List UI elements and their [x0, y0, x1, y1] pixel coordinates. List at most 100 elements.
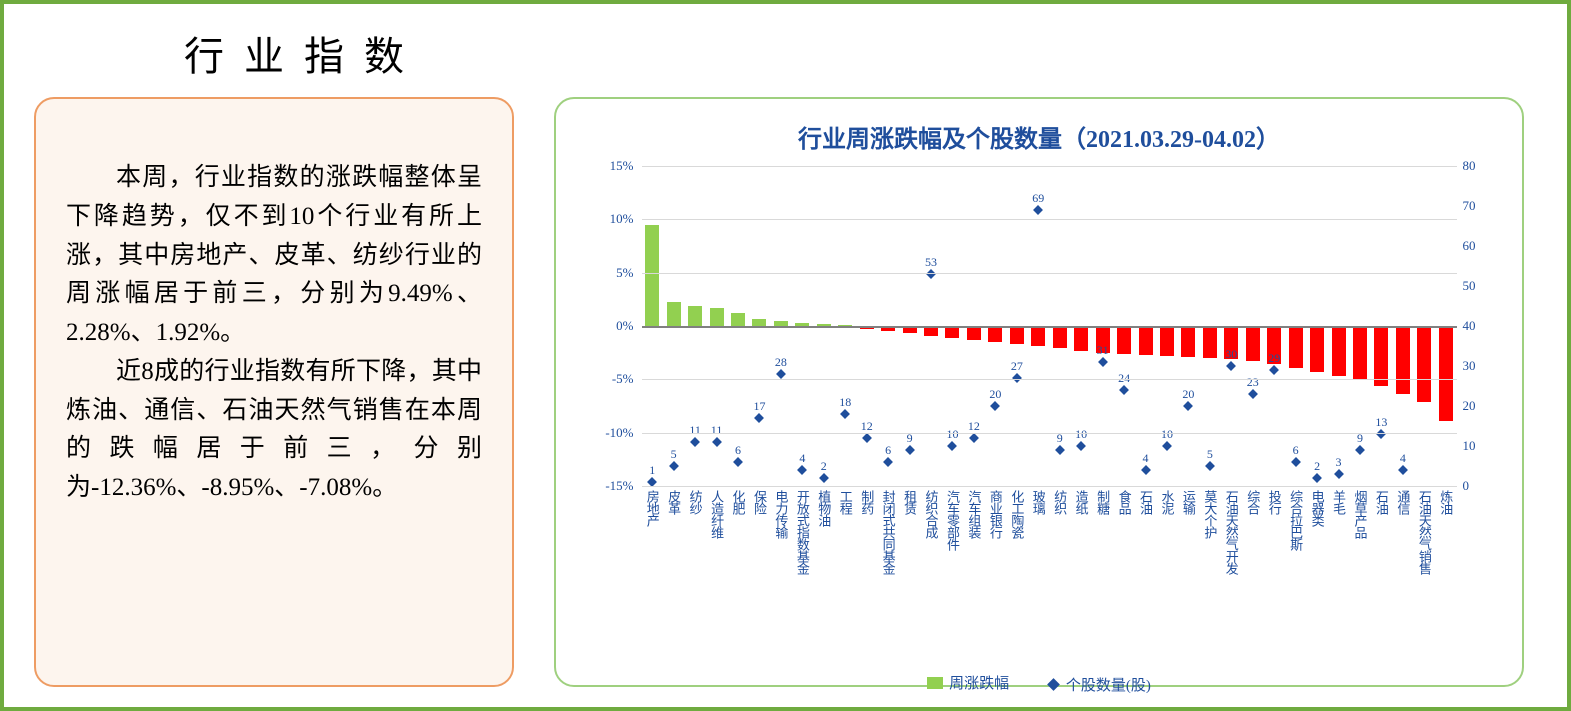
gridline	[642, 379, 1457, 380]
y-left-tick: 0%	[616, 318, 633, 334]
x-category-label: 通信	[1396, 490, 1409, 514]
scatter-marker	[1334, 469, 1344, 479]
scatter-marker	[1312, 473, 1322, 483]
scatter-marker	[733, 457, 743, 467]
marker-label: 17	[753, 399, 765, 414]
scatter-marker	[990, 401, 1000, 411]
scatter-marker	[797, 465, 807, 475]
marker-label: 4	[799, 451, 805, 466]
legend-label-bars: 周涨跌幅	[949, 672, 1009, 693]
marker-label: 11	[689, 423, 701, 438]
scatter-marker	[1055, 445, 1065, 455]
x-category-label: 玻璃	[1032, 490, 1045, 514]
bar	[667, 302, 681, 326]
y-right-tick: 80	[1463, 158, 1476, 174]
x-category-label: 炼油	[1439, 490, 1452, 514]
x-axis-labels: 房地产皮革纺纱人造纤维化肥保险电力传输开放式指数基金植物油工程制药封闭式共同基金…	[587, 490, 1492, 670]
marker-label: 4	[1400, 451, 1406, 466]
y-right-tick: 30	[1463, 358, 1476, 374]
bar	[1439, 326, 1453, 421]
scatter-marker	[1291, 457, 1301, 467]
y-axis-right: 01020304050607080	[1457, 166, 1492, 486]
x-category-label: 纺纱	[689, 490, 702, 514]
x-category-label: 烟草产品	[1353, 490, 1366, 538]
bar	[1310, 326, 1324, 372]
bar	[1010, 326, 1024, 344]
bar	[967, 326, 981, 340]
scatter-marker	[755, 413, 765, 423]
paragraph-1: 本周，行业指数的涨跌幅整体呈下降趋势，仅不到10个行业有所上涨，其中房地产、皮革…	[66, 159, 482, 353]
marker-label: 10	[1161, 427, 1173, 442]
marker-label: 28	[775, 355, 787, 370]
marker-label: 13	[1375, 415, 1387, 430]
x-category-label: 商业银行	[989, 490, 1002, 538]
marker-label: 10	[946, 427, 958, 442]
bar	[1246, 326, 1260, 361]
x-category-label: 开放式指数基金	[796, 490, 809, 574]
scatter-marker	[712, 437, 722, 447]
legend-swatch-diamond	[1047, 678, 1060, 691]
scatter-marker	[1226, 361, 1236, 371]
y-right-tick: 70	[1463, 198, 1476, 214]
marker-label: 20	[1182, 387, 1194, 402]
marker-label: 53	[925, 255, 937, 270]
scatter-marker	[1398, 465, 1408, 475]
y-left-tick: 5%	[616, 265, 633, 281]
text-panel: 本周，行业指数的涨跌幅整体呈下降趋势，仅不到10个行业有所上涨，其中房地产、皮革…	[34, 97, 514, 687]
plot-area: -15%-10%-5%0%5%10%15% 151111617284218126…	[587, 166, 1492, 486]
x-category-label: 石油	[1375, 490, 1388, 514]
x-category-label: 投行	[1268, 490, 1281, 514]
bar	[1396, 326, 1410, 394]
x-category-label: 人造纤维	[710, 490, 723, 538]
bar	[1417, 326, 1431, 402]
marker-label: 10	[1075, 427, 1087, 442]
bar	[1139, 326, 1153, 355]
paragraph-2: 近8成的行业指数有所下降，其中炼油、通信、石油天然气销售在本周的跌幅居于前三，分…	[66, 353, 482, 508]
y-left-tick: -10%	[605, 425, 633, 441]
x-category-label: 莫大个护	[1203, 490, 1216, 538]
scatter-marker	[1355, 445, 1365, 455]
plot: 1511116172842181269531012202769910312441…	[642, 166, 1457, 486]
scatter-marker	[1141, 465, 1151, 475]
y-right-tick: 60	[1463, 238, 1476, 254]
x-category-label: 电器类	[1311, 490, 1324, 526]
scatter-marker	[840, 409, 850, 419]
marker-label: 6	[1293, 443, 1299, 458]
bar	[1181, 326, 1195, 357]
x-category-label: 封闭式共同基金	[882, 490, 895, 574]
bar	[1374, 326, 1388, 386]
zero-line	[642, 326, 1457, 328]
marker-label: 20	[989, 387, 1001, 402]
x-category-label: 化工陶瓷	[1010, 490, 1023, 538]
marker-label: 5	[671, 447, 677, 462]
bar	[1117, 326, 1131, 354]
marker-label: 18	[839, 395, 851, 410]
y-right-tick: 50	[1463, 278, 1476, 294]
x-category-label: 房地产	[646, 490, 659, 526]
x-category-label: 运输	[1182, 490, 1195, 514]
y-axis-left: -15%-10%-5%0%5%10%15%	[587, 166, 642, 486]
x-category-label: 石油天然气开发	[1225, 490, 1238, 574]
chart-title: 行业周涨跌幅及个股数量（2021.03.29-04.02）	[581, 119, 1497, 154]
scatter-marker	[883, 457, 893, 467]
x-category-label: 综合拉巴斯	[1289, 490, 1302, 550]
scatter-marker	[819, 473, 829, 483]
legend-item-markers: 个股数量(股)	[1049, 674, 1151, 695]
marker-label: 1	[649, 463, 655, 478]
x-category-label: 石油	[1139, 490, 1152, 514]
marker-label: 4	[1143, 451, 1149, 466]
marker-label: 5	[1207, 447, 1213, 462]
bar	[1289, 326, 1303, 368]
chart-panel: 行业周涨跌幅及个股数量（2021.03.29-04.02） -15%-10%-5…	[554, 97, 1524, 687]
marker-label: 2	[1314, 459, 1320, 474]
legend-item-bars: 周涨跌幅	[927, 672, 1009, 693]
x-category-label: 纺织合成	[925, 490, 938, 538]
x-category-label: 化肥	[732, 490, 745, 514]
x-category-label: 汽车零部件	[946, 490, 959, 550]
y-left-tick: 15%	[610, 158, 634, 174]
legend-swatch-bar	[927, 677, 943, 689]
bar	[1353, 326, 1367, 380]
scatter-marker	[1376, 429, 1386, 439]
scatter-marker	[1098, 357, 1108, 367]
scatter-marker	[1076, 441, 1086, 451]
